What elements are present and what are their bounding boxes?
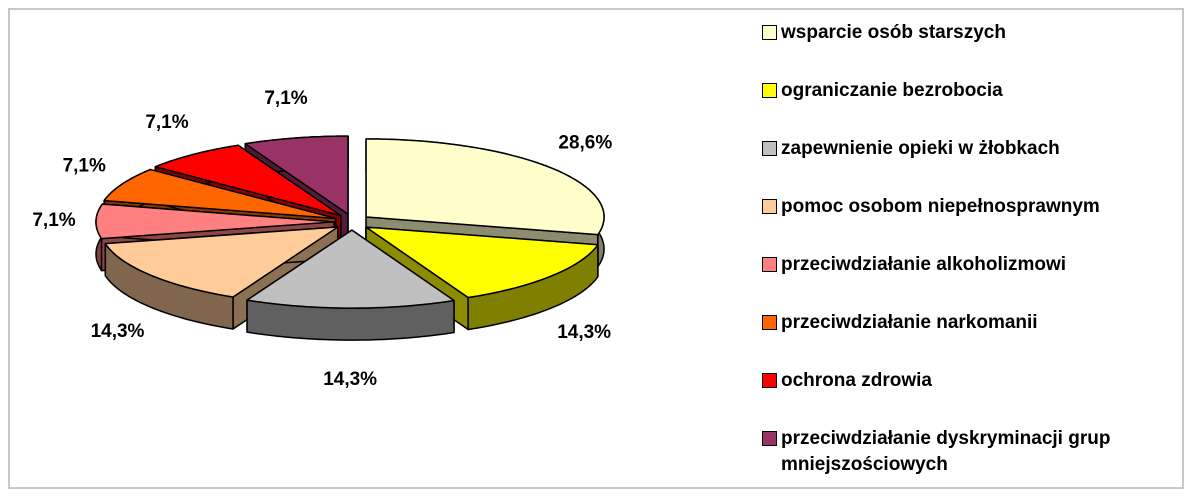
legend-swatch (762, 141, 777, 156)
legend-swatch (762, 315, 777, 330)
legend-label: przeciwdziałanie alkoholizmowi (781, 254, 1067, 275)
slice-top (365, 138, 605, 236)
legend-swatch (762, 257, 777, 272)
legend-label: zapewnienie opieki w żłobkach (781, 138, 1060, 159)
legend-swatch (762, 199, 777, 214)
slice-top (246, 229, 455, 309)
slice-top (244, 135, 349, 215)
legend-entry: wsparcie osób starszych (762, 20, 1182, 46)
pie-slice (246, 229, 455, 341)
legend-entry: ochrona zdrowia (762, 368, 1182, 394)
legend-label: ograniczanie bezrobocia (781, 80, 1003, 101)
legend-entry: przeciwdziałanie alkoholizmowi (762, 252, 1182, 278)
data-label: 7,1% (264, 88, 307, 109)
legend-entry: zapewnienie opieki w żłobkach (762, 136, 1182, 162)
legend-entry: przeciwdziałanie dyskryminacji grup mnie… (762, 426, 1182, 478)
legend-label: ochrona zdrowia (781, 370, 932, 391)
data-label: 14,3% (557, 322, 611, 343)
legend-label: wsparcie osób starszych (781, 22, 1006, 43)
legend-entry: przeciwdziałanie narkomanii (762, 310, 1182, 336)
legend-swatch (762, 373, 777, 388)
data-label: 7,1% (63, 156, 106, 177)
data-label: 7,1% (145, 112, 188, 133)
legend-entry: pomoc osobom niepełnosprawnym (762, 194, 1182, 220)
legend-label: przeciwdziałanie narkomanii (781, 312, 1038, 333)
data-label: 28,6% (558, 133, 612, 154)
legend-swatch (762, 431, 777, 446)
data-label: 14,3% (91, 321, 145, 342)
legend-swatch (762, 83, 777, 98)
slice-top (365, 226, 599, 299)
chart-frame (8, 8, 1184, 489)
legend-label: przeciwdziałanie dyskryminacji grup mnie… (781, 428, 1111, 475)
data-label: 7,1% (32, 210, 75, 231)
slice-top (154, 144, 342, 217)
slice-top (95, 203, 335, 240)
pie-slice (365, 138, 605, 268)
data-label: 14,3% (323, 369, 377, 390)
slice-top (104, 226, 339, 298)
legend-swatch (762, 25, 777, 40)
legend-label: pomoc osobom niepełnosprawnym (781, 196, 1100, 217)
slice-top (103, 168, 337, 220)
legend-entry: ograniczanie bezrobocia (762, 78, 1182, 104)
